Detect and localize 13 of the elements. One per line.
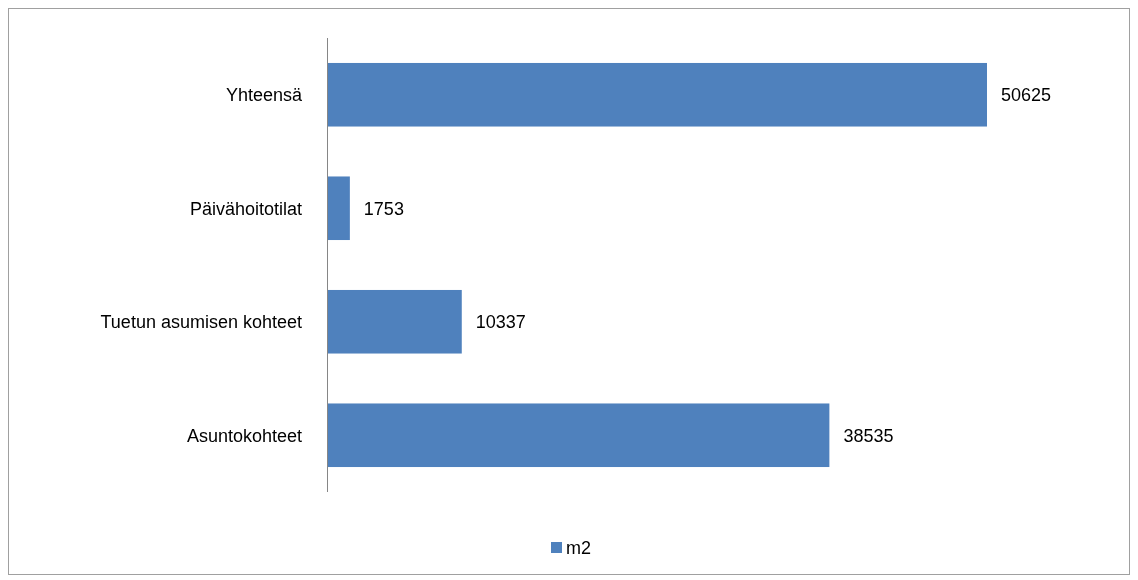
y-tick-label: Tuetun asumisen kohteet — [100, 312, 302, 333]
bar — [327, 176, 350, 241]
data-label: 38535 — [843, 425, 894, 446]
data-label: 1753 — [363, 198, 404, 219]
y-tick-label: Päivähoitotilat — [189, 198, 302, 219]
data-label: 10337 — [475, 312, 526, 333]
y-tick-label: Asuntokohteet — [186, 425, 302, 446]
bar — [327, 403, 830, 468]
bar — [327, 62, 987, 127]
y-tick-label: Yhteensä — [225, 85, 303, 106]
legend-label: m2 — [566, 538, 592, 559]
data-label: 50625 — [1001, 85, 1052, 106]
bar — [327, 289, 462, 354]
